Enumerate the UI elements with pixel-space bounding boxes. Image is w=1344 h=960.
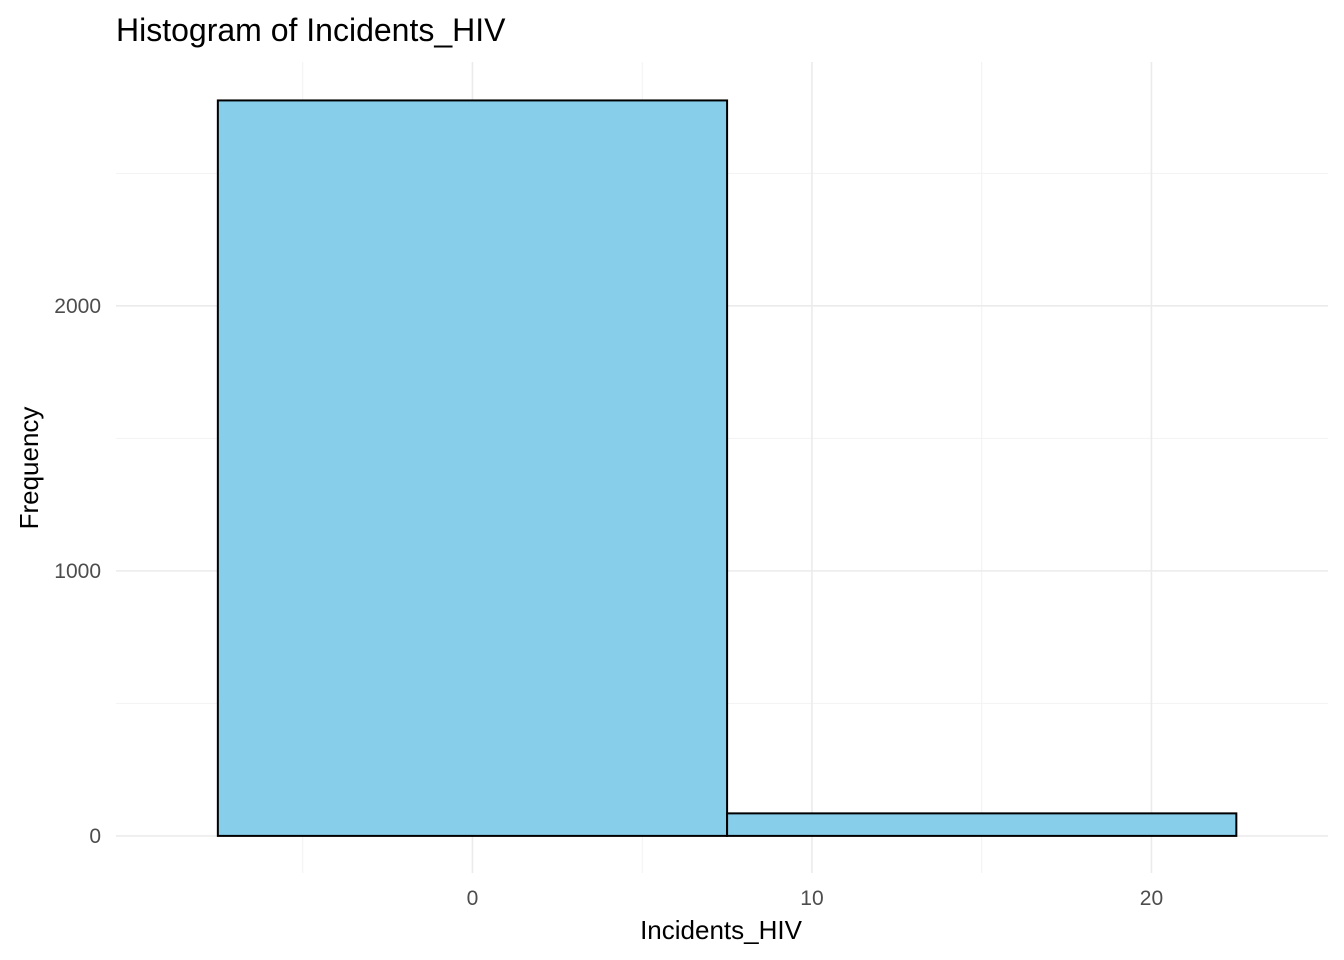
y-axis-title: Frequency <box>14 407 44 530</box>
x-axis-ticks: 0 10 20 <box>467 887 1164 910</box>
x-tick-label: 0 <box>467 887 479 910</box>
histogram-bar-2 <box>726 812 1238 837</box>
y-axis-ticks: 0 1000 2000 <box>54 295 101 848</box>
x-tick-label: 20 <box>1140 887 1163 910</box>
bars <box>216 99 1238 837</box>
y-tick-label: 0 <box>89 825 101 848</box>
x-axis-title: Incidents_HIV <box>640 915 803 945</box>
chart-title: Histogram of Incidents_HIV <box>116 12 506 48</box>
y-tick-label: 2000 <box>54 295 101 318</box>
x-tick-label: 10 <box>800 887 823 910</box>
histogram-bar-1 <box>216 99 729 837</box>
y-tick-label: 1000 <box>54 560 101 583</box>
